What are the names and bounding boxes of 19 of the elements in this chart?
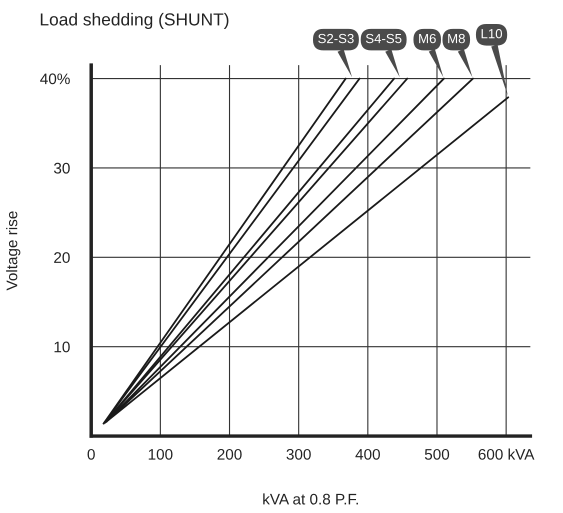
- chart-title: Load shedding (SHUNT): [40, 12, 228, 30]
- x-tick-label: 400: [355, 448, 380, 460]
- x-tick-label: 500: [424, 448, 450, 460]
- x-tick-label: 300: [286, 448, 311, 460]
- x-tick-label: 200: [218, 448, 242, 460]
- annotation: L10: [482, 29, 502, 38]
- y-tick-label: 10: [54, 342, 70, 352]
- annotation: M6: [419, 34, 436, 44]
- y-tick-label: 20: [54, 252, 70, 263]
- annotation: S2-S3: [318, 34, 354, 44]
- x-tick-label: 0: [88, 448, 95, 460]
- x-tick-label: 600 kVA: [478, 448, 534, 460]
- annotation: M8: [448, 34, 465, 44]
- x-axis-title: kVA at 0.8 P.F.: [263, 493, 358, 505]
- y-tick-label: 40%: [40, 73, 70, 84]
- x-tick-label: 100: [148, 448, 173, 460]
- y-tick-label: 30: [54, 162, 70, 174]
- annotation: S4-S5: [366, 34, 402, 44]
- y-axis-title: Voltage rise: [6, 211, 20, 290]
